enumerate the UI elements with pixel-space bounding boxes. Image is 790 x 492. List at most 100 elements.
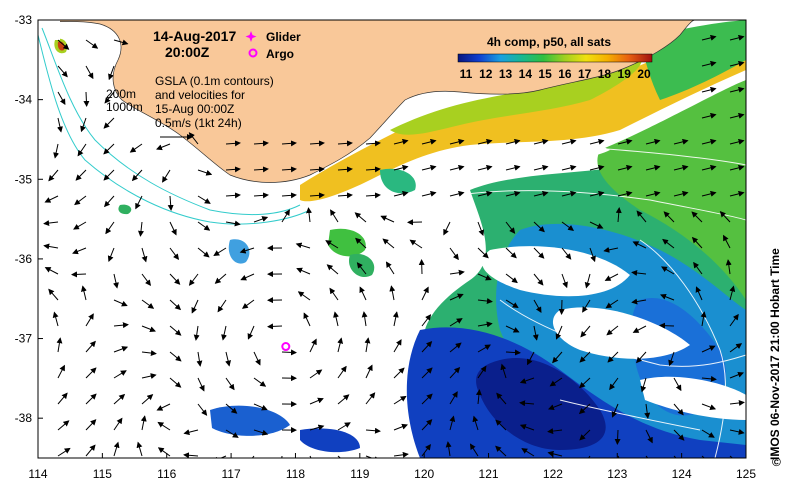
colorbar-tick-label: 19 xyxy=(618,67,632,81)
velocity-arrow xyxy=(337,394,350,405)
velocity-arrow xyxy=(57,447,71,457)
velocity-arrow xyxy=(617,138,633,145)
velocity-arrow xyxy=(561,190,577,197)
velocity-arrow xyxy=(156,143,171,151)
velocity-arrow xyxy=(169,351,182,362)
velocity-arrow xyxy=(169,377,182,388)
velocity-arrow xyxy=(393,339,402,353)
velocity-arrow xyxy=(162,169,171,183)
velocity-arrow xyxy=(393,164,409,171)
velocity-arrow xyxy=(645,429,653,444)
velocity-arrow xyxy=(365,455,381,458)
velocity-arrow xyxy=(477,298,493,304)
velocity-arrow xyxy=(141,299,155,309)
velocity-arrow xyxy=(561,247,572,260)
velocity-arrow xyxy=(393,451,409,458)
velocity-arrow xyxy=(103,117,115,129)
velocity-arrow xyxy=(701,60,717,67)
velocity-arrow xyxy=(611,403,619,418)
lon-tick-label: 118 xyxy=(286,467,305,481)
velocity-arrow xyxy=(631,298,647,305)
velocity-arrow xyxy=(477,164,493,171)
velocity-arrow xyxy=(356,262,367,275)
velocity-arrow xyxy=(281,192,297,199)
velocity-arrow xyxy=(191,299,199,314)
velocity-arrow xyxy=(77,143,87,157)
lon-tick-label: 115 xyxy=(93,467,112,481)
velocity-arrow xyxy=(729,34,745,41)
velocity-arrow xyxy=(449,190,465,197)
velocity-arrow xyxy=(141,273,151,287)
velocity-arrow xyxy=(719,211,731,223)
velocity-arrow xyxy=(225,429,239,438)
argo-marker xyxy=(281,342,291,352)
lon-tick-label: 114 xyxy=(28,467,47,481)
velocity-arrow xyxy=(505,164,521,171)
velocity-arrow xyxy=(393,395,407,405)
legend-argo: Argo xyxy=(266,47,294,61)
colorbar-tick-label: 20 xyxy=(637,67,651,81)
velocity-arrow xyxy=(75,169,87,181)
velocity-arrow xyxy=(505,325,520,333)
velocity-arrows xyxy=(43,34,745,458)
velocity-arrow xyxy=(239,247,255,254)
colorbar-tick-label: 18 xyxy=(598,67,612,81)
velocity-arrow xyxy=(281,140,297,147)
velocity-arrow xyxy=(421,138,437,145)
velocity-arrow xyxy=(449,269,465,276)
credit-text: IMOS 06-Nov-2017 21:00 Hobart Time xyxy=(768,248,782,460)
velocity-arrow xyxy=(72,247,87,255)
velocity-arrow xyxy=(449,318,463,327)
velocity-arrow xyxy=(56,337,63,353)
velocity-arrow xyxy=(729,371,744,379)
velocity-arrow xyxy=(477,190,493,197)
velocity-arrow xyxy=(113,322,129,329)
velocity-arrow xyxy=(48,288,59,301)
velocity-arrow xyxy=(333,311,339,327)
velocity-arrow xyxy=(582,299,591,313)
velocity-arrow xyxy=(660,293,675,301)
velocity-arrow xyxy=(365,140,381,147)
velocity-arrow xyxy=(729,138,745,145)
depth-1000-label: 1000m xyxy=(106,100,143,114)
velocity-arrow xyxy=(421,314,432,327)
velocity-arrow xyxy=(693,261,703,275)
velocity-arrow xyxy=(354,212,367,223)
velocity-arrow xyxy=(578,403,591,415)
colorbar-tick-label: 13 xyxy=(499,67,513,81)
velocity-arrow xyxy=(579,351,591,363)
velocity-arrow xyxy=(729,343,743,353)
velocity-arrow xyxy=(253,377,267,387)
velocity-arrow xyxy=(103,169,115,181)
velocity-arrow xyxy=(169,221,177,236)
velocity-arrow xyxy=(141,247,148,263)
velocity-arrow xyxy=(519,377,535,384)
velocity-arrow xyxy=(477,344,491,353)
velocity-arrow xyxy=(57,420,70,431)
lon-tick-label: 117 xyxy=(222,467,241,481)
velocity-arrow xyxy=(505,299,519,308)
velocity-arrow xyxy=(532,325,539,341)
velocity-arrow xyxy=(385,261,395,275)
velocity-arrow xyxy=(673,403,684,416)
velocity-arrow xyxy=(449,247,459,261)
velocity-arrow xyxy=(107,247,115,262)
velocity-arrow xyxy=(330,209,339,223)
velocity-arrow xyxy=(661,266,675,275)
velocity-arrow xyxy=(365,392,376,405)
velocity-arrow xyxy=(57,364,65,379)
velocity-arrow xyxy=(449,293,464,301)
velocity-arrow xyxy=(365,166,381,173)
velocity-arrow xyxy=(44,195,59,203)
lat-tick-label: -36 xyxy=(15,252,33,266)
velocity-arrow xyxy=(701,34,717,41)
velocity-arrow xyxy=(225,220,241,227)
velocity-arrow xyxy=(579,429,591,441)
velocity-arrow xyxy=(631,269,647,276)
velocity-arrow xyxy=(614,429,621,445)
latitude-axis: -33 -34 -35 -36 -37 -38 xyxy=(15,13,43,425)
velocity-arrow xyxy=(337,140,353,147)
velocity-arrow xyxy=(673,190,689,197)
velocity-arrow xyxy=(589,164,605,171)
scale-label: 0.5m/s (1kt 24h) xyxy=(155,116,242,130)
